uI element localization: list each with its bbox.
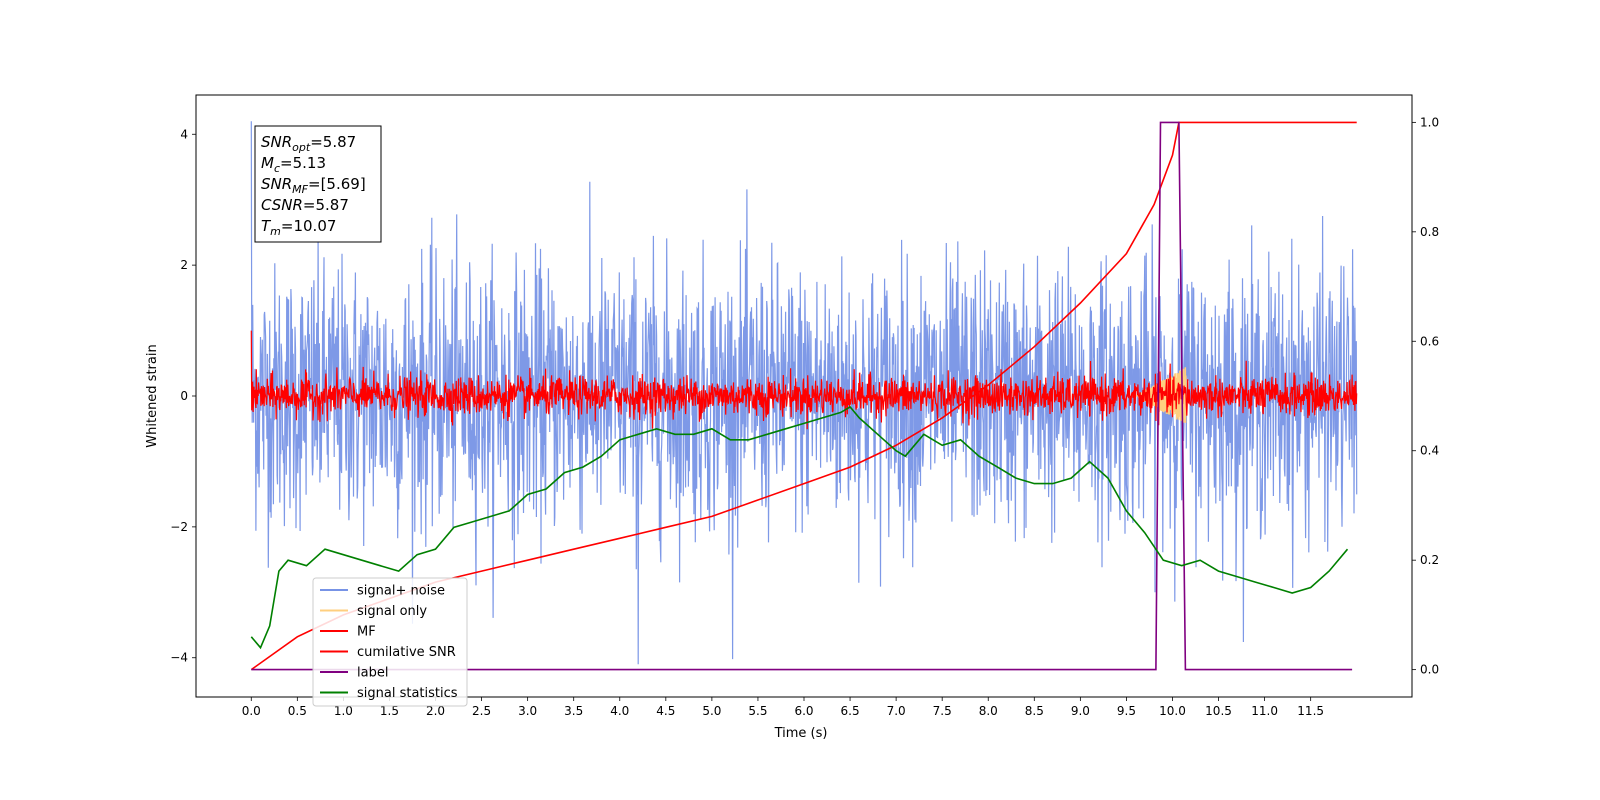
y-axis-label: Whitened strain — [145, 344, 160, 447]
annotation-line: SNRMF=[5.69] — [261, 175, 366, 196]
legend: signal+ noise signal only MF cumilative SNR… — [312, 577, 468, 707]
x-tick-label: 4.5 — [656, 704, 675, 718]
annotation-subscript: m — [270, 225, 281, 238]
x-tick-label: 10.0 — [1159, 704, 1186, 718]
x-tick-label: 10.5 — [1205, 704, 1232, 718]
annotation-value: =5.87 — [310, 133, 356, 151]
annotation-value: =5.13 — [280, 154, 326, 172]
y2-tick-label: 0.4 — [1420, 444, 1439, 458]
annotation-subscript: c — [274, 162, 280, 175]
y2-tick-label: 0.2 — [1420, 553, 1439, 567]
annotation-value: =5.87 — [303, 196, 349, 214]
annotation-symbol: SNR — [261, 133, 292, 151]
annotation-box: SNRopt=5.87Mc=5.13SNRMF=[5.69]CSNR=5.87T… — [254, 125, 382, 243]
x-tick-label: 3.0 — [518, 704, 537, 718]
x-tick-label: 6.5 — [841, 704, 860, 718]
x-tick-label: 7.5 — [933, 704, 952, 718]
annotation-line: SNRopt=5.87 — [261, 133, 356, 154]
y-tick-label: 0 — [180, 389, 188, 403]
annotation-subscript: MF — [292, 183, 308, 196]
series-line-signal-noise — [250, 121, 1358, 665]
y2-tick-label: 0.6 — [1420, 334, 1439, 348]
annotation-symbol: CSNR — [261, 196, 303, 214]
x-tick-label: 5.5 — [748, 704, 767, 718]
x-tick-label: 2.5 — [472, 704, 491, 718]
series-line-mf — [250, 330, 1358, 430]
x-tick-label: 5.0 — [702, 704, 721, 718]
annotation-symbol: T — [261, 217, 272, 235]
legend-label: signal statistics — [357, 686, 458, 701]
y-tick-label: 4 — [180, 127, 188, 141]
annotation-line: CSNR=5.87 — [261, 196, 349, 214]
x-tick-label: 1.0 — [334, 704, 353, 718]
x-tick-label: 1.5 — [380, 704, 399, 718]
series-line-signal-statistics — [250, 405, 1349, 650]
x-tick-label: 7.0 — [887, 704, 906, 718]
y-tick-label: −2 — [170, 520, 188, 534]
x-tick-label: 2.0 — [426, 704, 445, 718]
x-tick-label: 4.0 — [610, 704, 629, 718]
annotation-frame — [254, 125, 382, 243]
x-tick-label: 8.5 — [1025, 704, 1044, 718]
annotation-symbol: SNR — [261, 175, 292, 193]
y2-tick-label: 0.8 — [1420, 225, 1439, 239]
x-tick-label: 8.0 — [979, 704, 998, 718]
annotation-subscript: opt — [292, 141, 311, 154]
x-axis: 0.0 0.5 1.0 1.5 2.0 2.5 3.0 3.5 4.0 4.5 5.0 5.5 6.0 6… — [242, 697, 1324, 718]
x-tick-label: 9.0 — [1071, 704, 1090, 718]
x-tick-label: 11.5 — [1297, 704, 1324, 718]
x-tick-label: 6.0 — [794, 704, 813, 718]
annotation-value: =[5.69] — [308, 175, 366, 193]
x-tick-label: 9.5 — [1117, 704, 1136, 718]
y2-tick-label: 0.0 — [1420, 663, 1439, 677]
x-tick-label: 0.5 — [288, 704, 307, 718]
x-tick-label: 11.0 — [1251, 704, 1278, 718]
y2-axis: 0.0 0.2 0.4 0.6 0.8 1.0 — [1412, 115, 1439, 677]
annotation-line: Tm=10.07 — [261, 217, 336, 238]
legend-frame — [312, 577, 468, 707]
legend-label: label — [357, 666, 388, 681]
annotation-value: =10.07 — [281, 217, 337, 235]
legend-label: signal only — [357, 604, 427, 619]
legend-label: MF — [357, 625, 376, 640]
y2-tick-label: 1.0 — [1420, 115, 1439, 129]
series-line-label — [251, 121, 1353, 671]
legend-label: cumilative SNR — [357, 645, 456, 660]
y-tick-label: −4 — [170, 651, 188, 665]
y-tick-label: 2 — [180, 258, 188, 272]
x-tick-label: 0.0 — [242, 704, 261, 718]
legend-label: signal+ noise — [357, 584, 445, 599]
x-tick-label: 3.5 — [564, 704, 583, 718]
annotation-symbol: M — [261, 154, 274, 172]
annotation-line: Mc=5.13 — [261, 154, 326, 175]
x-axis-label: Time (s) — [774, 726, 828, 741]
y-axis: −4 −2 0 2 4 — [170, 127, 196, 665]
